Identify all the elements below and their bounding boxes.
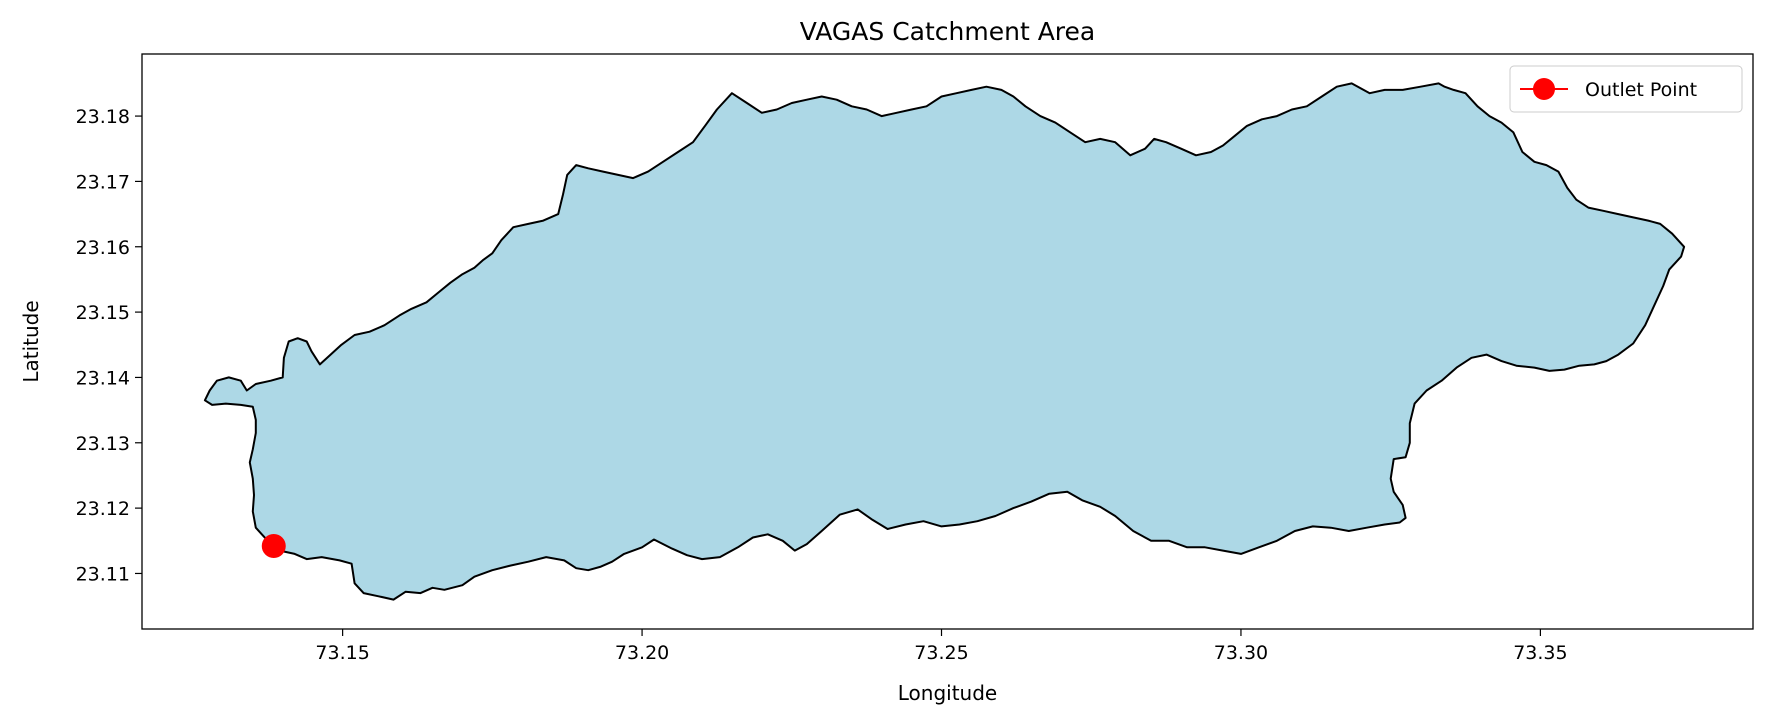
y-tick-label: 23.18 bbox=[76, 106, 130, 128]
legend-box bbox=[1509, 65, 1743, 113]
outlet-point-marker bbox=[261, 534, 286, 559]
y-tick-label: 23.14 bbox=[76, 367, 130, 389]
x-axis-label: Longitude bbox=[898, 681, 997, 705]
x-tick-label: 73.15 bbox=[315, 642, 369, 664]
y-tick-label: 23.17 bbox=[76, 171, 130, 193]
y-tick-label: 23.13 bbox=[76, 433, 130, 455]
y-tick-label: 23.16 bbox=[76, 237, 130, 259]
chart-title: VAGAS Catchment Area bbox=[800, 17, 1095, 46]
y-tick-label: 23.15 bbox=[76, 302, 130, 324]
catchment-polygon bbox=[203, 82, 1686, 601]
x-tick-label: 73.25 bbox=[914, 642, 968, 664]
x-tick-label: 73.35 bbox=[1513, 642, 1567, 664]
y-tick-label: 23.12 bbox=[76, 498, 130, 520]
legend-outlet-marker bbox=[1533, 78, 1555, 100]
y-axis: 23.11 23.12 23.13 23.14 23.15 23.16 23.17 23.18 bbox=[76, 106, 142, 585]
axes-frame bbox=[141, 53, 1754, 630]
legend-label-outlet-point: Outlet Point bbox=[1585, 79, 1697, 101]
x-tick-label: 73.20 bbox=[615, 642, 669, 664]
x-axis: 73.15 73.20 73.25 73.30 73.35 bbox=[315, 629, 1568, 664]
x-tick-label: 73.30 bbox=[1214, 642, 1268, 664]
y-tick-label: 23.11 bbox=[76, 563, 130, 585]
y-axis-label: Latitude bbox=[19, 300, 43, 382]
plot-area bbox=[203, 82, 1686, 601]
legend: Outlet Point bbox=[1509, 65, 1743, 113]
